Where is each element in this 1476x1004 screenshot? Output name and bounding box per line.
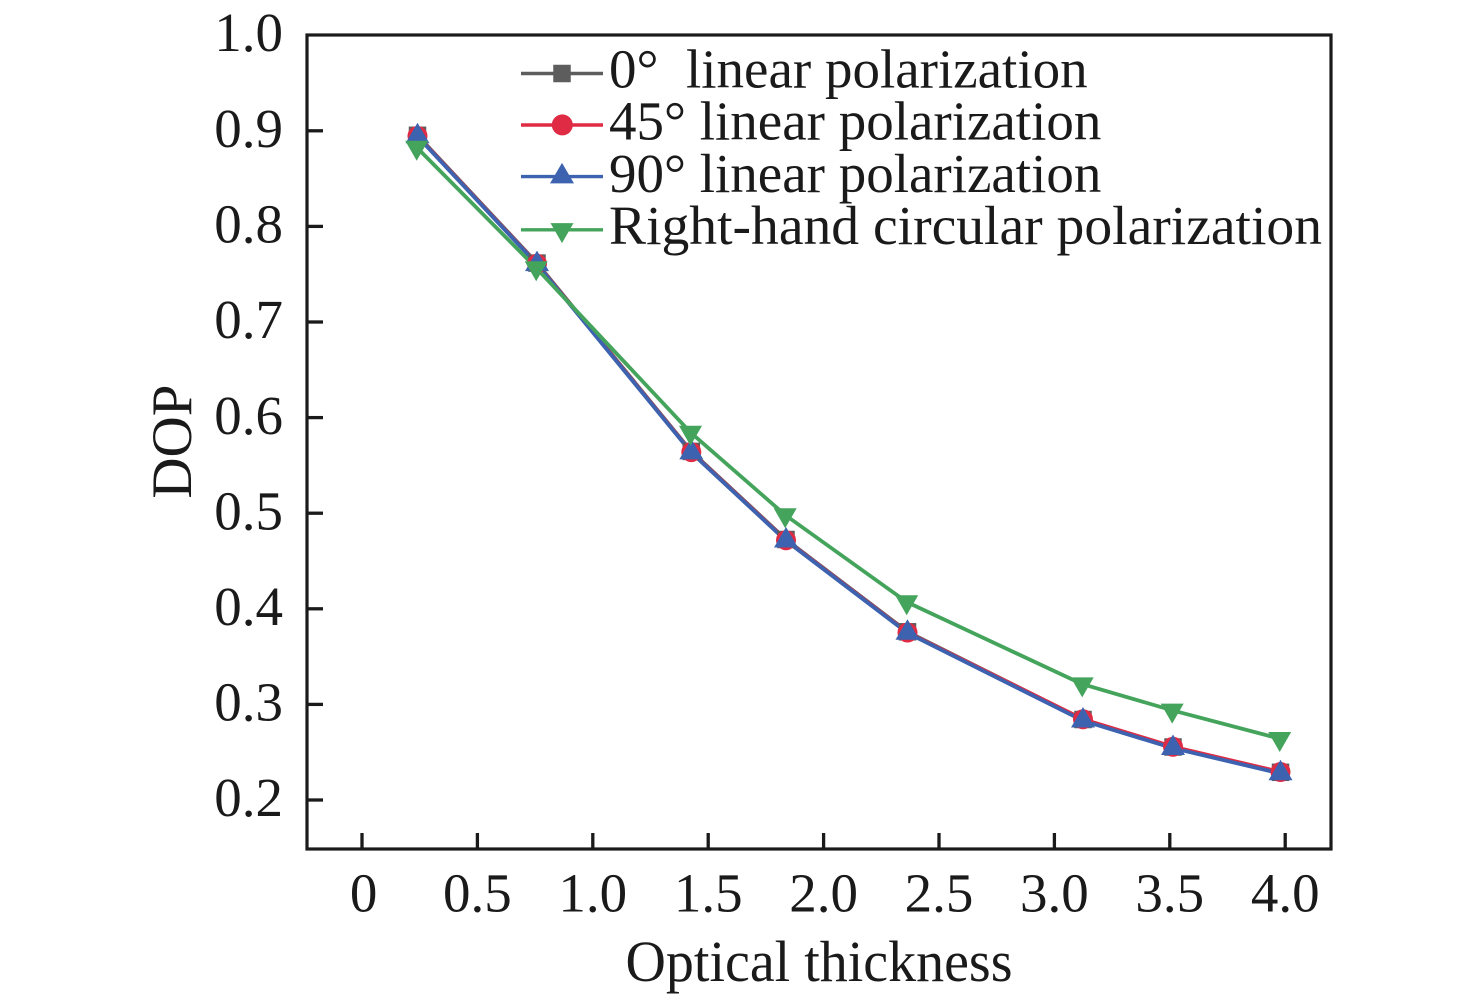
svg-text:0.6: 0.6 xyxy=(214,385,283,446)
svg-text:Optical thickness: Optical thickness xyxy=(626,929,1013,994)
svg-text:2.5: 2.5 xyxy=(905,863,974,924)
svg-text:Right-hand circular polarizati: Right-hand circular polarization xyxy=(609,195,1322,256)
svg-text:0.9: 0.9 xyxy=(214,98,283,159)
svg-text:0.5: 0.5 xyxy=(214,480,283,541)
svg-text:2.0: 2.0 xyxy=(789,863,858,924)
svg-text:3.5: 3.5 xyxy=(1135,863,1204,924)
svg-text:0.5: 0.5 xyxy=(443,863,512,924)
svg-text:0.2: 0.2 xyxy=(214,767,283,828)
svg-text:3.0: 3.0 xyxy=(1020,863,1089,924)
svg-text:DOP: DOP xyxy=(141,385,204,499)
svg-text:0.3: 0.3 xyxy=(214,672,283,733)
svg-text:0.7: 0.7 xyxy=(214,289,283,350)
svg-text:45° linear polarization: 45° linear polarization xyxy=(609,91,1101,152)
svg-text:0.4: 0.4 xyxy=(214,576,283,637)
svg-text:1.0: 1.0 xyxy=(558,863,627,924)
svg-text:1.5: 1.5 xyxy=(674,863,743,924)
svg-text:4.0: 4.0 xyxy=(1251,863,1320,924)
svg-text:1.0: 1.0 xyxy=(214,2,283,63)
svg-text:0: 0 xyxy=(350,863,378,924)
svg-text:90° linear polarization: 90° linear polarization xyxy=(609,143,1101,204)
svg-text:0° linear polarization: 0° linear polarization xyxy=(609,39,1088,100)
svg-text:0.8: 0.8 xyxy=(214,194,283,255)
